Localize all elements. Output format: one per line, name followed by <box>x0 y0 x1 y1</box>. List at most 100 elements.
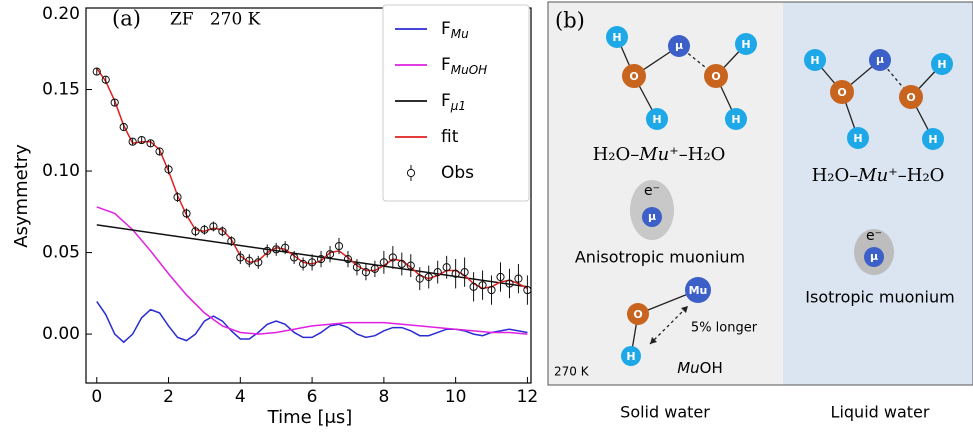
y-tick-label: 0.05 <box>42 243 80 263</box>
data-point <box>200 225 209 234</box>
data-point <box>379 258 388 267</box>
x-tick-label: 8 <box>378 387 389 407</box>
data-point <box>209 222 218 231</box>
x-tick-label: 10 <box>445 387 467 407</box>
svg-text:H: H <box>626 350 635 363</box>
atom: O <box>622 64 646 88</box>
data-point <box>523 285 531 295</box>
data-point <box>155 147 164 156</box>
data-point <box>451 269 460 278</box>
data-point <box>281 243 290 252</box>
atom: Mu <box>685 277 711 303</box>
atom: O <box>899 85 923 109</box>
legend-subscript: μ1 <box>450 99 466 113</box>
data-point <box>469 282 478 291</box>
data-point <box>334 241 344 251</box>
atom: H <box>847 127 869 149</box>
atom: μ <box>668 35 690 57</box>
svg-text:H: H <box>741 38 750 51</box>
atom: μ <box>642 207 662 227</box>
atom: O <box>627 303 649 325</box>
data-point <box>128 137 137 146</box>
data-point <box>397 259 406 269</box>
y-tick-label: 0.15 <box>42 80 80 100</box>
svg-text:μ: μ <box>675 39 683 52</box>
data-point <box>245 256 254 265</box>
data-point <box>406 261 415 270</box>
data-point <box>361 268 371 277</box>
electron-label: e⁻ <box>644 183 660 199</box>
atom: O <box>830 80 854 104</box>
data-point <box>254 258 263 267</box>
data-point <box>218 227 227 236</box>
atom: H <box>725 108 747 130</box>
atom: μ <box>869 49 891 71</box>
panel-label: (b) <box>555 9 585 33</box>
atom: μ <box>864 247 884 267</box>
atom: H <box>646 108 668 130</box>
y-tick-label: 0.20 <box>42 4 80 24</box>
x-axis-label: Time [μs] <box>267 407 353 428</box>
temperature: 270 K <box>554 365 590 379</box>
data-point <box>191 227 200 236</box>
bond-arrow <box>649 305 689 345</box>
bond-note: 5% longer <box>691 321 758 336</box>
footer-label: Liquid water <box>831 403 930 422</box>
legend-label: Fμ1 <box>441 91 466 113</box>
legend-label: fit <box>441 127 459 147</box>
chart-panel: (a) ZF 270 K Time [μs] Asymmetry 0 2 4 6 8 10… <box>11 4 538 428</box>
atom: H <box>606 26 628 48</box>
data-point <box>442 263 451 272</box>
svg-text:H: H <box>937 58 946 71</box>
x-tick-label: 6 <box>307 387 318 407</box>
formula: H₂O–Mu⁺–H₂O <box>812 165 945 186</box>
svg-text:H: H <box>810 54 819 67</box>
muonium-type: Anisotropic muonium <box>575 248 745 267</box>
data-point <box>119 122 128 132</box>
svg-text:H: H <box>652 113 661 126</box>
data-point <box>290 253 299 262</box>
formula: H₂O–Mu⁺–H₂O <box>593 144 726 165</box>
svg-text:O: O <box>711 70 720 83</box>
legend-subscript: Mu <box>451 27 469 41</box>
data-point <box>424 272 433 282</box>
data-point <box>307 258 317 267</box>
legend-name: F <box>441 55 451 75</box>
legend-name: fit <box>441 127 459 147</box>
data-point <box>478 281 487 290</box>
legend-name: Obs <box>441 163 474 183</box>
data-point <box>236 253 245 262</box>
y-tick-label: 0.10 <box>42 161 80 181</box>
atom: H <box>621 346 641 366</box>
series-line <box>96 206 528 335</box>
legend-name: F <box>441 19 451 39</box>
muonium-type: Isotropic muonium <box>805 288 954 307</box>
annotation: ZF 270 K <box>170 10 261 30</box>
svg-text:O: O <box>837 86 846 99</box>
plot-area <box>92 67 531 344</box>
svg-text:O: O <box>906 91 915 104</box>
data-point <box>505 279 514 288</box>
svg-text:H: H <box>853 132 862 145</box>
data-point <box>272 245 281 254</box>
x-tick-label: 2 <box>163 387 174 407</box>
atom: H <box>931 53 953 75</box>
muoh-label: MuOH <box>677 359 723 377</box>
x-tick-label: 12 <box>517 387 539 407</box>
plot-frame <box>85 7 532 384</box>
electron-label: e⁻ <box>866 228 882 244</box>
data-point <box>110 98 119 107</box>
atom: H <box>735 33 757 55</box>
data-point <box>487 285 496 295</box>
data-point <box>343 254 353 264</box>
y-tick-label: 0.00 <box>42 324 80 344</box>
legend-label: Obs <box>441 163 474 183</box>
legend-box <box>382 4 530 202</box>
data-point <box>352 263 362 272</box>
atom: O <box>704 64 728 88</box>
svg-text:H: H <box>928 133 937 146</box>
x-tick-label: 0 <box>91 387 102 407</box>
legend-subscript: MuOH <box>451 63 487 77</box>
data-point <box>514 274 523 283</box>
data-point <box>370 264 379 273</box>
